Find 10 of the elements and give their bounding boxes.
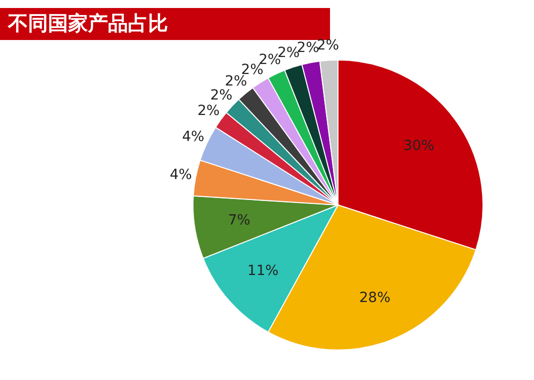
data-label: 4% [182,128,204,145]
data-label: 28% [359,290,390,306]
data-label: 2% [197,102,220,119]
data-label: 2% [210,87,232,104]
data-label: 11% [247,263,279,280]
data-label: 30% [403,138,434,154]
chart-title: 不同国家产品占比 [7,11,168,35]
data-label: 4% [170,167,192,184]
data-label: 7% [228,212,250,229]
data-label: 2% [224,74,248,90]
